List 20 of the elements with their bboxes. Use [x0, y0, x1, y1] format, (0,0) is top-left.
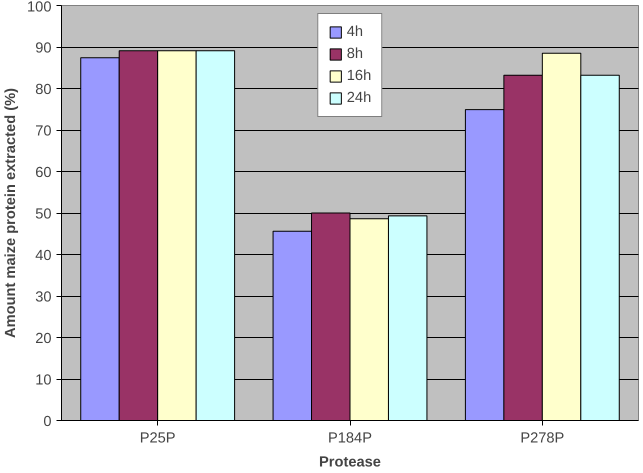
x-axis-title: Protease: [319, 454, 381, 470]
legend-label: 8h: [346, 46, 364, 62]
y-axis-title: Amount maize protein extracted (%): [3, 88, 20, 338]
y-tick-label: 40: [35, 248, 52, 264]
x-tick-label: P278P: [520, 430, 564, 446]
legend-label: 16h: [346, 68, 372, 84]
y-tick-label: 50: [35, 206, 52, 222]
legend-label: 24h: [346, 90, 372, 106]
y-tick-label: 100: [27, 0, 52, 16]
y-tick-label: 60: [35, 165, 52, 181]
y-tick-label: 30: [35, 290, 52, 306]
y-tick-label: 10: [35, 372, 52, 388]
legend-label: 4h: [346, 24, 364, 40]
y-tick-label: 20: [35, 331, 52, 347]
y-tick-label: 70: [35, 124, 52, 140]
y-tick-label: 80: [35, 82, 52, 98]
x-tick-label: P184P: [328, 430, 372, 446]
x-tick-label: P25P: [140, 430, 176, 446]
y-tick-label: 0: [43, 414, 52, 430]
y-tick-label: 90: [35, 40, 52, 56]
